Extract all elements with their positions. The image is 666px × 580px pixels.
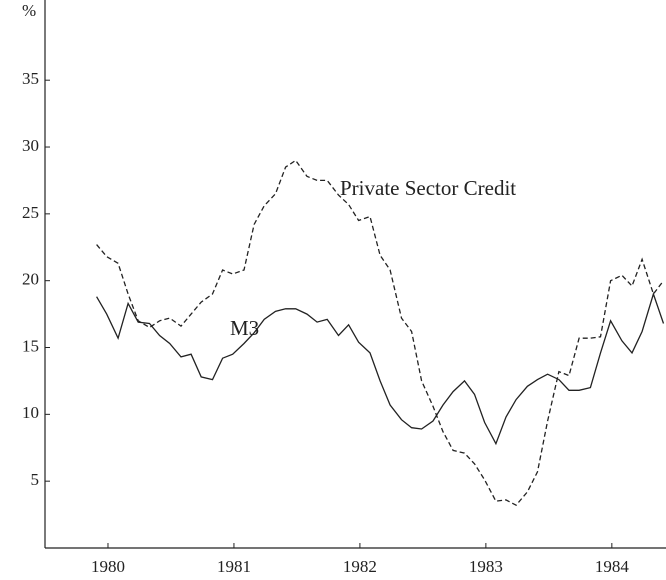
- y-tick-label: 5: [31, 470, 40, 489]
- y-tick-label: 10: [22, 403, 39, 422]
- x-tick-label: 1980: [91, 557, 125, 576]
- y-tick-label: 25: [22, 203, 39, 222]
- y-unit-label: %: [22, 1, 36, 20]
- y-tick-label: 15: [22, 336, 39, 355]
- y-tick-label: 35: [22, 69, 39, 88]
- y-tick-label: 30: [22, 136, 39, 155]
- x-tick-label: 1981: [217, 557, 251, 576]
- y-tick-label: 20: [22, 270, 39, 289]
- series-label: Private Sector Credit: [340, 176, 516, 200]
- series-label: M3: [230, 316, 259, 340]
- x-tick-label: 1983: [469, 557, 503, 576]
- data-line: [96, 291, 665, 446]
- x-tick-label: 1984: [595, 557, 630, 576]
- data-line: [96, 159, 665, 507]
- x-tick-label: 1982: [343, 557, 377, 576]
